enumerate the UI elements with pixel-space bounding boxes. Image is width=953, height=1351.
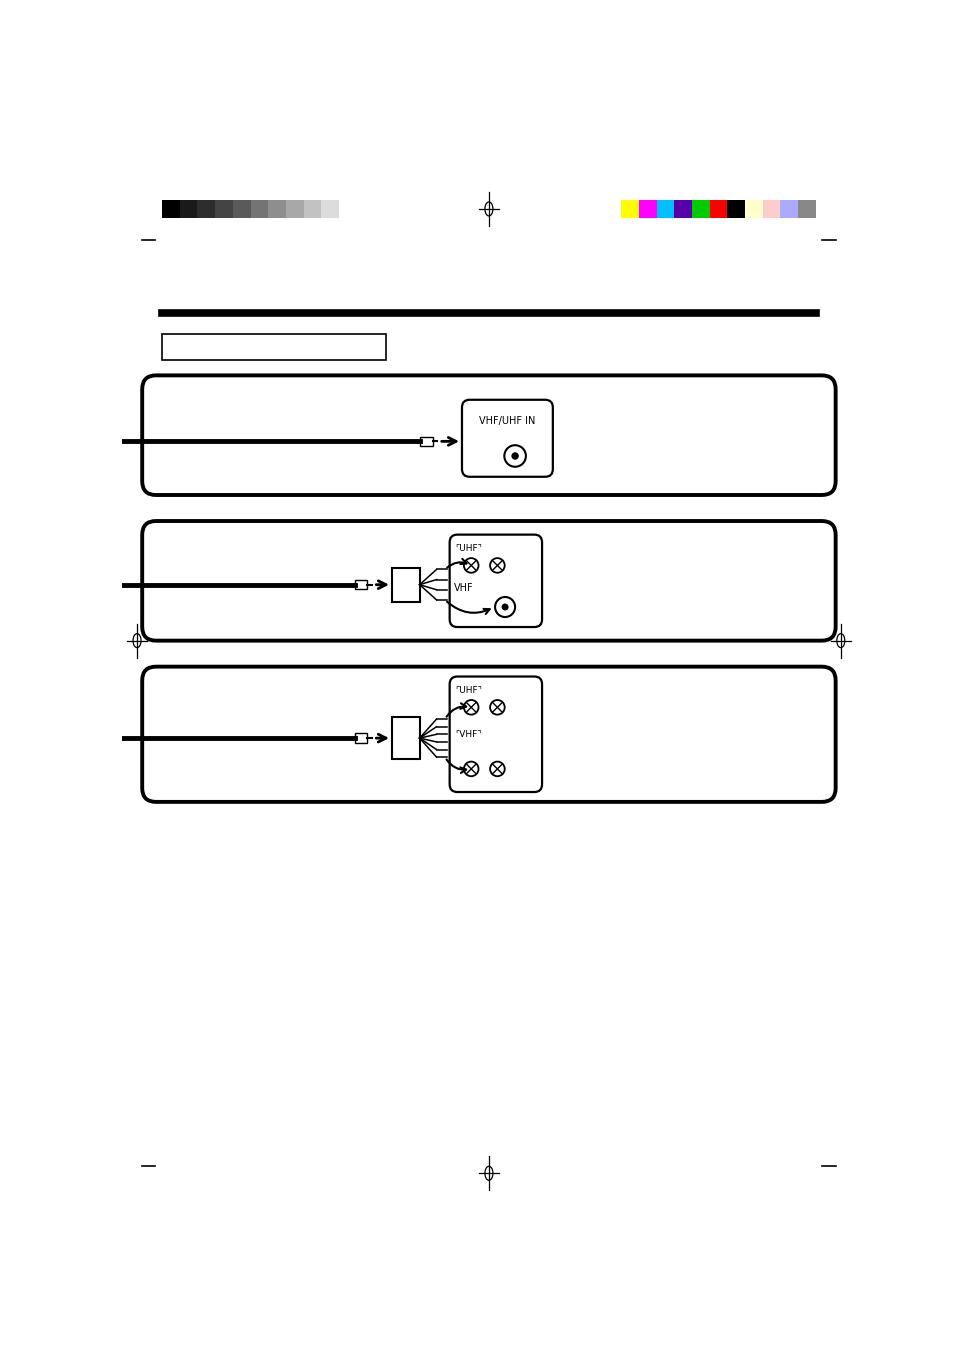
Bar — [321, 200, 338, 219]
Bar — [420, 436, 433, 446]
Bar — [726, 200, 744, 219]
Bar — [179, 200, 197, 219]
Bar — [214, 200, 233, 219]
Bar — [162, 334, 386, 359]
Bar — [162, 200, 179, 219]
Bar — [233, 200, 251, 219]
Bar — [761, 200, 780, 219]
FancyBboxPatch shape — [449, 677, 541, 792]
Text: ⌜UHF⌝: ⌜UHF⌝ — [455, 544, 481, 553]
FancyBboxPatch shape — [142, 521, 835, 640]
Circle shape — [502, 604, 507, 609]
Bar — [744, 200, 761, 219]
FancyBboxPatch shape — [142, 376, 835, 494]
Circle shape — [495, 597, 515, 617]
Bar — [798, 200, 815, 219]
Bar — [251, 200, 268, 219]
FancyBboxPatch shape — [461, 400, 552, 477]
Bar — [392, 717, 419, 759]
Bar — [674, 200, 691, 219]
Circle shape — [512, 453, 517, 459]
Text: VHF/UHF IN: VHF/UHF IN — [478, 416, 535, 427]
Circle shape — [463, 762, 478, 777]
Bar — [355, 580, 367, 589]
Bar — [355, 734, 367, 743]
Bar — [303, 200, 321, 219]
Bar — [392, 567, 419, 601]
Circle shape — [463, 558, 478, 573]
Circle shape — [490, 558, 504, 573]
Circle shape — [490, 762, 504, 777]
Bar — [691, 200, 709, 219]
Bar — [656, 200, 674, 219]
Bar — [197, 200, 214, 219]
FancyBboxPatch shape — [142, 666, 835, 802]
FancyBboxPatch shape — [449, 535, 541, 627]
Bar — [639, 200, 656, 219]
Text: ⌜VHF⌝: ⌜VHF⌝ — [455, 730, 481, 739]
Bar — [338, 200, 356, 219]
Text: ⌜UHF⌝: ⌜UHF⌝ — [455, 686, 481, 694]
Bar — [268, 200, 286, 219]
Bar — [709, 200, 726, 219]
Circle shape — [504, 446, 525, 466]
Circle shape — [463, 700, 478, 715]
Bar — [780, 200, 798, 219]
Circle shape — [490, 700, 504, 715]
Bar — [286, 200, 303, 219]
Text: VHF: VHF — [453, 584, 473, 593]
Bar — [620, 200, 639, 219]
